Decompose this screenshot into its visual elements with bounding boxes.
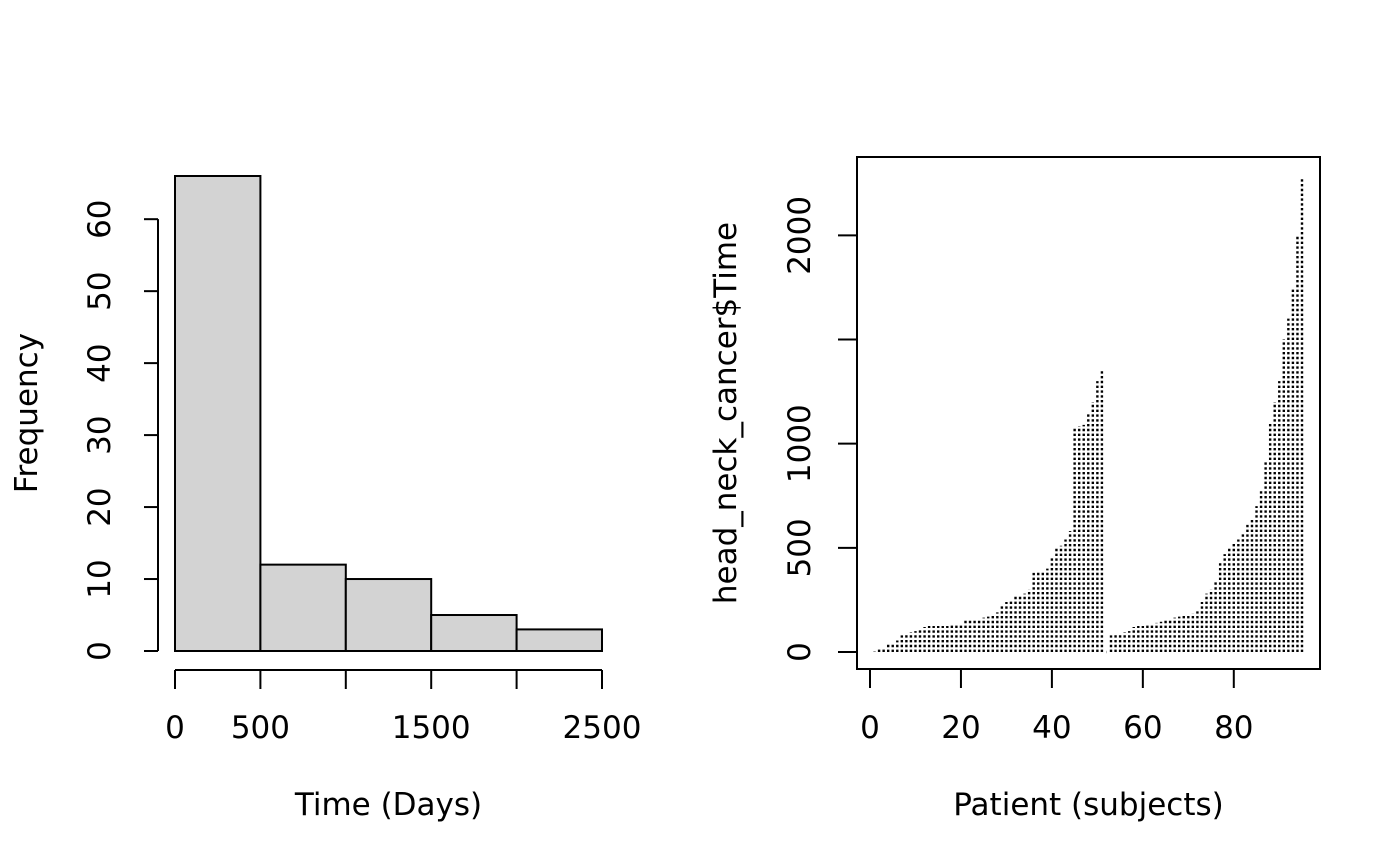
spike-plot-panel: 0 500 1000 2000 0 20 40 60 80 Patient (subjects) h…: [708, 156, 1321, 823]
y-tick-label: 20: [82, 487, 118, 526]
y-tick-label: 1000: [782, 404, 818, 483]
histogram-bar-4: [515, 628, 603, 653]
histogram-panel: 0 10 20 30 40 50 60 0 500 1500 2500 Time (Days) Freq…: [9, 175, 642, 823]
x-tick-label: 1500: [392, 710, 471, 746]
y-tick-label: 10: [82, 559, 118, 598]
y-tick-label: 40: [82, 343, 118, 382]
histogram-bar-0: [174, 175, 262, 652]
x-tick-label: 20: [941, 710, 980, 746]
y-axis-title: Frequency: [9, 333, 45, 493]
y-tick-label: 500: [782, 518, 818, 577]
x-tick-label: 500: [231, 710, 290, 746]
y-tick-label: 30: [82, 415, 118, 454]
x-tick-label: 0: [165, 710, 185, 746]
x-tick-label: 0: [860, 710, 880, 746]
y-tick-label: 60: [82, 199, 118, 238]
y-tick-label: 50: [82, 271, 118, 310]
x-axis-title: Time (Days): [294, 787, 482, 823]
plot-box: [856, 156, 1321, 670]
y-tick-label: 2000: [782, 196, 818, 275]
histogram-bar-3: [430, 614, 518, 652]
histogram-bar-1: [259, 563, 347, 652]
y-axis-title: head_neck_cancer$Time: [708, 222, 744, 604]
x-tick-label: 60: [1123, 710, 1162, 746]
y-tick-label: 0: [82, 641, 118, 661]
x-tick-label: 40: [1032, 710, 1071, 746]
x-axis-title: Patient (subjects): [953, 787, 1224, 823]
x-tick-label: 2500: [563, 710, 642, 746]
histogram-bar-2: [344, 578, 433, 652]
x-tick-label: 80: [1214, 710, 1253, 746]
y-tick-label: 0: [782, 642, 818, 662]
